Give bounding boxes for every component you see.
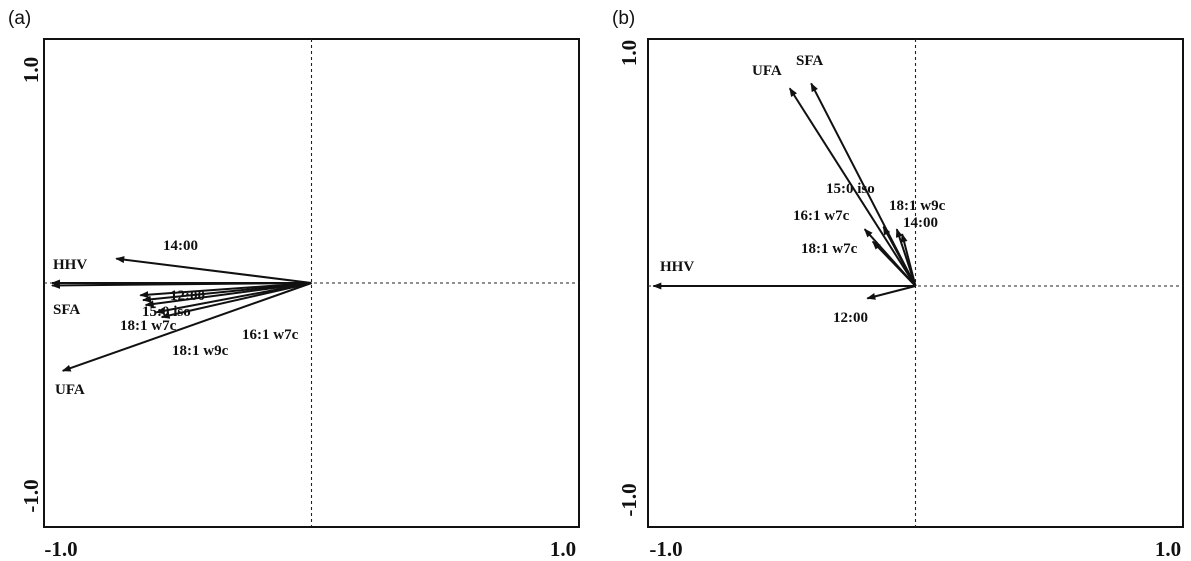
x-tick-left: -1.0: [649, 537, 682, 561]
y-tick-bottom: -1.0: [617, 483, 641, 516]
vector-label-15-0-iso: 15:0 iso: [826, 181, 875, 197]
panel-label: (a): [8, 8, 31, 29]
panel-label: (b): [612, 8, 635, 29]
vector-14-00: [115, 256, 312, 284]
vector-14-00: [900, 233, 917, 287]
vector-label-sfa: SFA: [796, 53, 823, 69]
y-tick-top: 1.0: [617, 40, 641, 66]
vector-12-00: [866, 285, 916, 300]
vector-label-18-1-w9c: 18:1 w9c: [172, 343, 229, 359]
vector-label-18-1-w9c: 18:1 w9c: [889, 198, 946, 214]
vector-ufa: [788, 87, 917, 287]
vector-18-1-w7c: [144, 282, 312, 308]
y-tick-bottom: -1.0: [19, 479, 43, 512]
vector-label-14-00: 14:00: [163, 238, 198, 254]
vector-label-ufa: UFA: [752, 63, 782, 79]
vector-label-sfa: SFA: [53, 302, 80, 318]
x-tick-right: 1.0: [1155, 537, 1181, 561]
vector-label-18-1-w7c: 18:1 w7c: [801, 241, 858, 257]
x-tick-right: 1.0: [550, 537, 576, 561]
panel-a: (a) 1.0 -1.0 -1.0 1.0 HHVSFA14:0012:0015…: [8, 8, 580, 561]
vector-label-hhv: HHV: [660, 259, 694, 275]
vector-18-1-w7c: [871, 240, 917, 287]
vector-label-18-1-w7c: 18:1 w7c: [120, 318, 177, 334]
vector-label-14-00: 14:00: [903, 215, 938, 231]
vector-label-ufa: UFA: [55, 382, 85, 398]
vector-15-0-iso: [882, 225, 917, 287]
vector-label-hhv: HHV: [53, 257, 87, 273]
panel-b: (b) 1.0 -1.0 -1.0 1.0 HHV UFA SFA 15:0 iso 1…: [612, 8, 1184, 561]
vector-sfa: [51, 281, 312, 289]
vector-ufa: [61, 282, 312, 372]
vector-18-1-w9c: [155, 282, 312, 315]
vector-label-12-00: 12:00: [833, 310, 868, 326]
vector-label-16-1-w7c: 16:1 w7c: [793, 208, 850, 224]
x-tick-left: -1.0: [44, 537, 77, 561]
y-tick-top: 1.0: [19, 57, 43, 83]
vector-label-16-1-w7c: 16:1 w7c: [242, 327, 299, 343]
